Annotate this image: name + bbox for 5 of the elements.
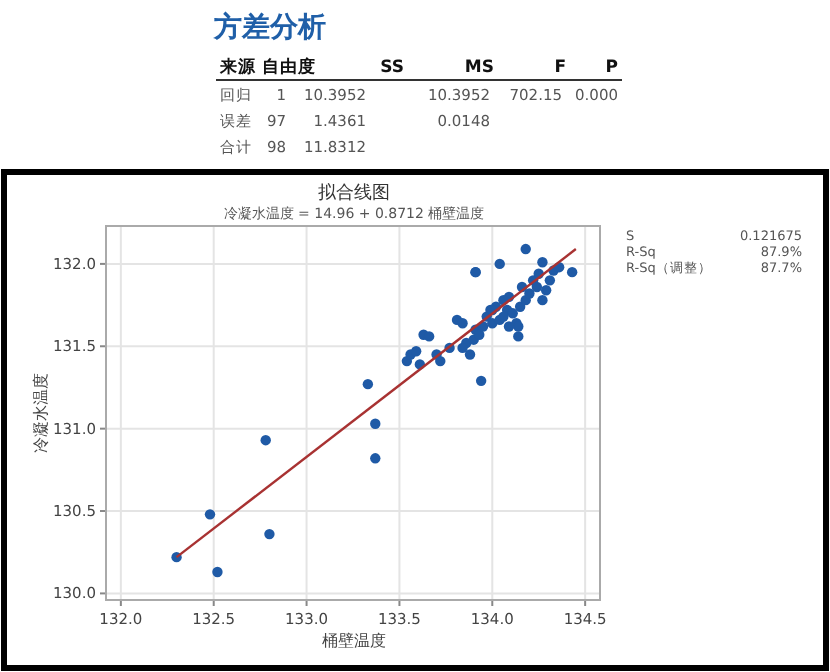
chart-title: 拟合线图 [318, 182, 390, 204]
y-axis-title: 冷凝水温度 [32, 373, 50, 453]
text: 方差分析 [212, 10, 326, 44]
text: 来源 自由度 SS MS F P [220, 58, 618, 78]
x-axis-title: 桶壁温度 [322, 632, 386, 650]
